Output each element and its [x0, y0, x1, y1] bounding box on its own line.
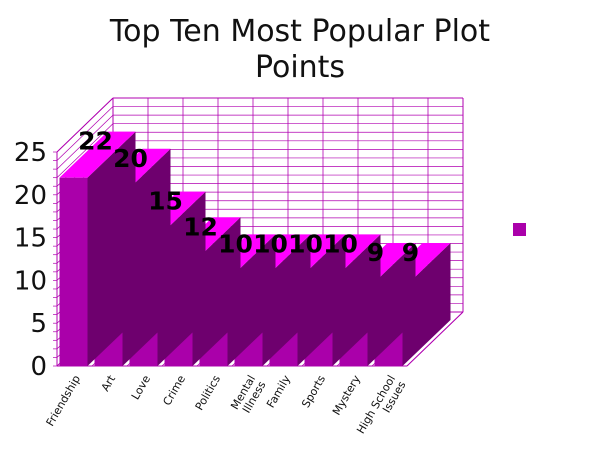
data-label-2: 20	[113, 144, 148, 173]
x-tick-label-text: Family	[264, 373, 293, 411]
x-tick-label-8: Sports	[299, 373, 328, 410]
data-label-8: 10	[323, 229, 358, 258]
data-label-9: 9	[367, 238, 384, 267]
bar-side-5	[227, 234, 276, 366]
x-tick-label-2: Art	[99, 372, 119, 393]
x-axis-labels: Friendship Art Love Crime Politics MentalIlln…	[44, 372, 409, 436]
x-tick-label-3: Love	[129, 373, 153, 402]
data-label-10: 9	[402, 238, 419, 267]
data-label-1: 22	[78, 127, 113, 156]
legend	[513, 223, 526, 236]
side-wall-gridline	[56, 106, 114, 161]
y-tick-label: 5	[30, 309, 47, 339]
y-tick-label: 25	[14, 138, 47, 168]
x-tick-label-4: Crime	[160, 373, 188, 408]
y-tick-label: 15	[14, 224, 47, 254]
x-tick-label-text: Sports	[299, 373, 328, 410]
y-tick-label: 10	[14, 266, 47, 296]
x-tick-label-5: Politics	[193, 373, 224, 413]
x-tick-label-text: Politics	[193, 373, 224, 413]
data-label-6: 10	[253, 229, 288, 258]
bar-side-9	[367, 242, 416, 366]
x-tick-label-text: Art	[99, 372, 119, 393]
x-tick-label-1: Friendship	[44, 373, 84, 429]
x-tick-label-7: Family	[264, 373, 293, 411]
bar-side-8	[332, 234, 381, 366]
y-tick-label: 0	[30, 352, 47, 382]
legend-swatch	[513, 223, 526, 236]
data-label-3: 15	[148, 187, 183, 216]
data-label-7: 10	[288, 229, 323, 258]
chart-title-line-1: Top Ten Most Popular Plot	[109, 14, 491, 49]
chart-title-line-2: Points	[254, 50, 346, 85]
bars	[59, 131, 451, 366]
x-tick-label-9: Mystery	[330, 373, 363, 418]
bar-side-6	[262, 234, 311, 366]
chart-title: Top Ten Most Popular Plot Points	[0, 14, 600, 86]
bar-side-1	[87, 131, 136, 366]
bar-side-7	[297, 234, 346, 366]
x-tick-label-text: Love	[129, 373, 153, 402]
x-tick-label-text: Friendship	[44, 373, 84, 429]
side-wall-gridline	[56, 114, 114, 170]
bar-front-1	[59, 177, 88, 366]
top-left-edge	[56, 97, 114, 153]
x-tick-label-text: Crime	[160, 373, 188, 408]
y-tick-label: 20	[14, 181, 47, 211]
x-tick-label-text: Mystery	[330, 373, 363, 418]
data-label-4: 12	[183, 212, 218, 241]
data-label-5: 10	[218, 229, 253, 258]
y-axis-ticks: 0 5 10 15 20 25	[14, 138, 47, 382]
floor-right-edge	[406, 311, 464, 367]
side-wall-gridline	[56, 123, 114, 178]
bar-top-1	[59, 131, 136, 178]
bar-side-10	[402, 242, 451, 366]
